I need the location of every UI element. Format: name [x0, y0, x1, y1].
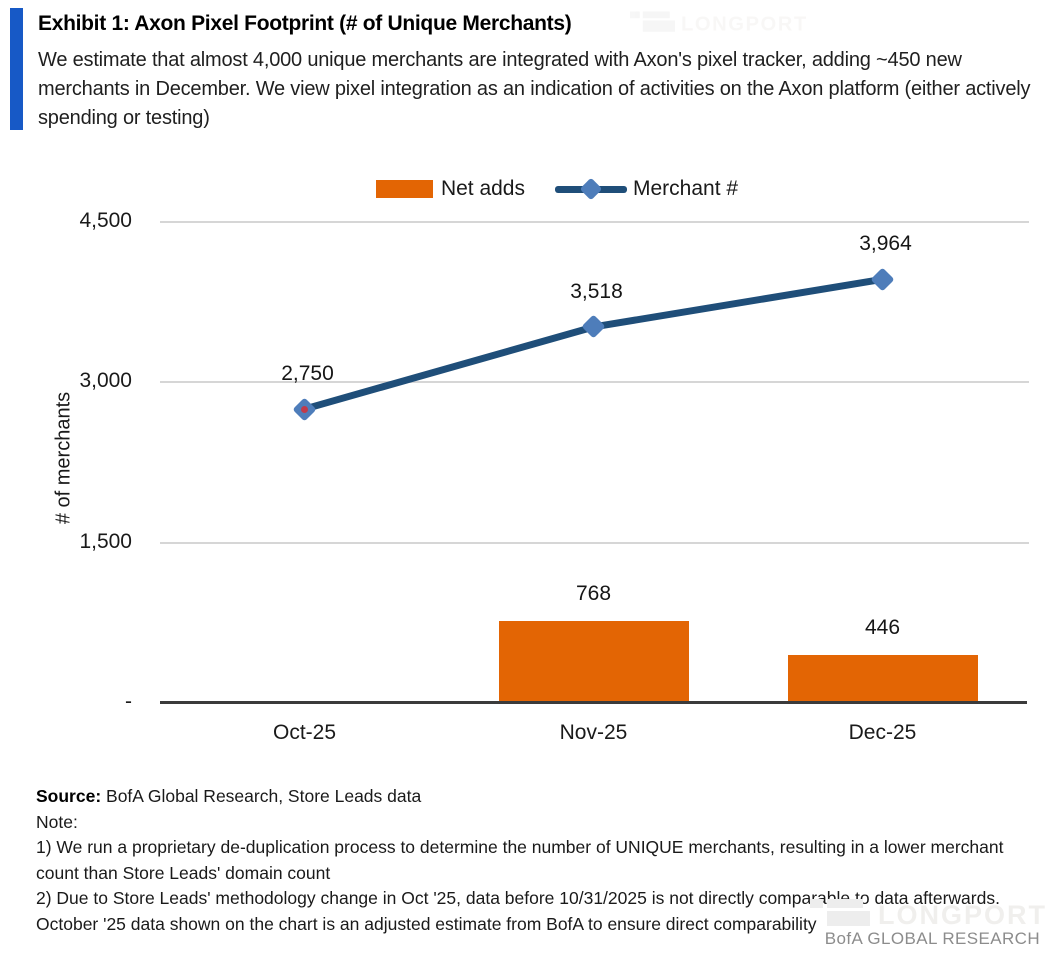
gridline: [160, 221, 1029, 223]
y-tick-label: 3,000: [79, 369, 132, 393]
merchant-value-label: 3,964: [859, 232, 912, 256]
note-2: 2) Due to Store Leads' methodology chang…: [36, 888, 1000, 934]
source-text: BofA Global Research, Store Leads data: [101, 786, 422, 806]
chart-legend: Net adds Merchant #: [32, 177, 1050, 201]
legend-label-merchant: Merchant #: [633, 177, 739, 200]
merchant-value-label: 3,518: [570, 279, 623, 303]
x-axis-line: [160, 701, 1027, 704]
gridline: [160, 381, 1029, 384]
longport-watermark: LONGPORT: [810, 897, 1047, 931]
net-adds-swatch: [375, 180, 433, 198]
y-tick-label: 4,500: [79, 209, 132, 232]
source-line: Source: BofA Global Research, Store Lead…: [36, 784, 1040, 810]
merchant-value-label: 2,750: [281, 362, 334, 386]
bar-value-label: 446: [864, 616, 901, 640]
y-axis-title: # of merchants: [52, 391, 75, 525]
merchant-line-swatch: [555, 177, 627, 201]
bar-value-label: 768: [575, 581, 612, 605]
legend-item-merchant: Merchant #: [555, 177, 738, 201]
exhibit-subtitle: We estimate that almost 4,000 unique mer…: [38, 49, 1031, 129]
exhibit-title: Exhibit 1: Axon Pixel Footprint (# of Un…: [38, 12, 572, 35]
y-tick-label: 1,500: [79, 529, 132, 553]
source-label: Source:: [36, 786, 102, 806]
longport-logo-icon: [630, 10, 675, 33]
net-adds-bar: [498, 620, 689, 702]
adjusted-estimate-dot: [301, 405, 308, 413]
longport-watermark-top: LONGPORT: [630, 10, 808, 36]
net-adds-bar: [787, 655, 978, 702]
footnotes: Source: BofA Global Research, Store Lead…: [36, 784, 1040, 937]
legend-item-net-adds: Net adds: [375, 177, 525, 201]
longport-watermark-text: LONGPORT: [681, 12, 808, 35]
x-tick-label: Dec-25: [848, 721, 917, 744]
x-tick-label: Nov-25: [559, 721, 628, 744]
exhibit-accent-bar: [10, 8, 23, 130]
note-1: 1) We run a proprietary de-duplication p…: [36, 837, 1004, 883]
bofa-branding: BofA GLOBAL RESEARCH: [824, 929, 1040, 948]
x-tick-label: Oct-25: [272, 721, 337, 744]
y-tick-label: -: [125, 690, 132, 713]
gridline: [160, 541, 1029, 544]
legend-label-net-adds: Net adds: [440, 177, 525, 200]
longport-watermark-text: LONGPORT: [878, 900, 1047, 930]
longport-logo-icon: [810, 897, 870, 928]
note-label: Note:: [36, 811, 78, 832]
